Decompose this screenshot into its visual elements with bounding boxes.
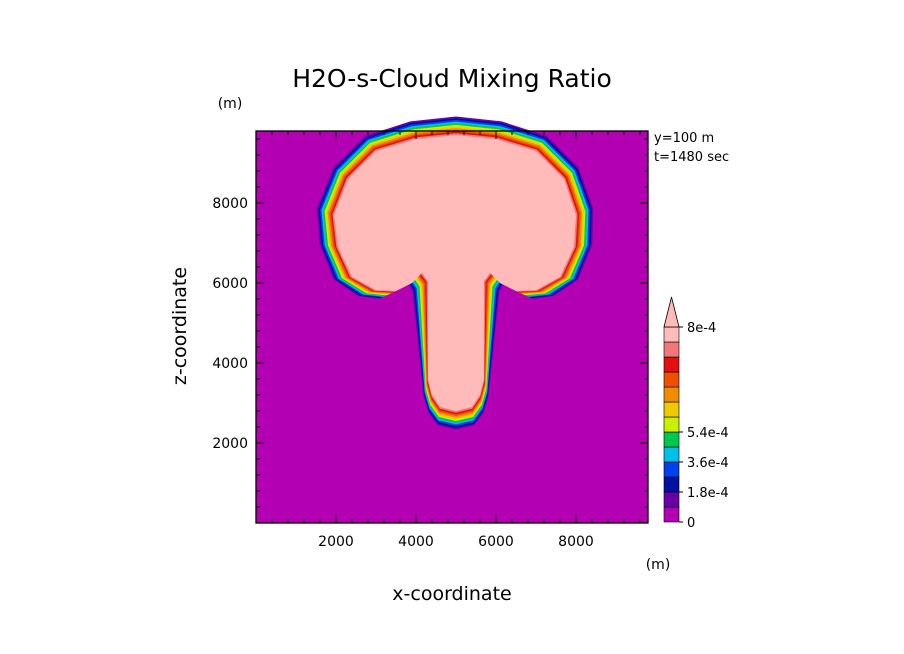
colorbar-tick-label: 3.6e-4 [687,456,729,471]
colorbar-tick-label: 1.8e-4 [687,486,729,501]
colorbar-segment [663,491,680,508]
colorbar-segment [663,476,680,493]
cloud-contour-band-12 [334,135,576,411]
colorbar-segment [663,386,680,403]
x-tick-label: 4000 [398,534,434,550]
colorbar-segment [663,446,680,463]
colorbar-segment [663,356,680,373]
colorbar-segment [663,506,680,523]
plot-area [255,116,649,524]
colorbar-tick-label: 0 [687,516,695,531]
x-axis-label: x-coordinate [392,583,511,605]
colorbar-segment [663,416,680,433]
colorbar-segment [663,431,680,448]
annotation-t: t=1480 sec [654,150,729,165]
y-tick-label: 8000 [212,196,248,212]
chart-title: H2O-s-Cloud Mixing Ratio [292,64,612,93]
colorbar-segment [663,326,680,343]
plot-frame [255,130,649,524]
colorbar-tick-label: 8e-4 [687,321,716,336]
x-tick-label: 2000 [318,534,354,550]
colorbar-segment [663,341,680,358]
y-axis-label: z-coordinate [169,267,191,385]
annotation-y: y=100 m [654,131,714,146]
x-unit-label: (m) [646,557,671,573]
colorbar-segment [663,371,680,388]
colorbar: 0 1.8e-4 3.6e-4 5.4e-4 8e-4 [663,296,729,531]
y-tick-label: 2000 [212,436,248,452]
z-unit-label: (m) [218,96,243,112]
y-tick-label: 6000 [212,276,248,292]
colorbar-extend-arrow [663,296,680,328]
x-tick-label: 6000 [478,534,514,550]
colorbar-segment [663,401,680,418]
x-tick-label: 8000 [558,534,594,550]
colorbar-segment [663,461,680,478]
axis-ticks: 2000 4000 6000 8000 2000 4000 6000 8000 [212,131,648,550]
colorbar-tick-label: 5.4e-4 [687,426,729,441]
y-tick-label: 4000 [212,356,248,372]
